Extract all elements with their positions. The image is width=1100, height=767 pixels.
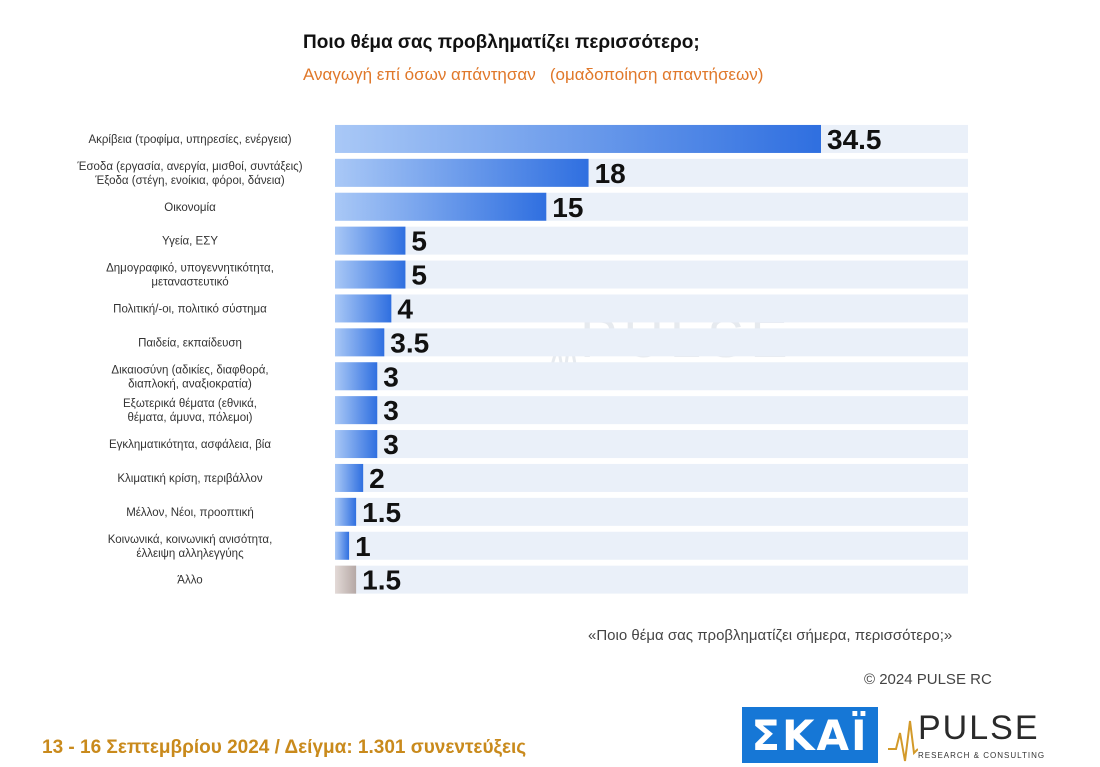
pulse-logo: PULSE RESEARCH & CONSULTING [888, 707, 1048, 765]
bar [335, 260, 406, 289]
category-label: Εξωτερικά θέματα (εθνικά, θέματα, άμυνα, … [123, 398, 257, 424]
bar-value-label: 1.5 [362, 497, 401, 528]
bar-value-label: 1 [355, 531, 371, 562]
pulse-logo-sub: RESEARCH & CONSULTING [918, 751, 1046, 760]
copyright-note: © 2024 PULSE RC [864, 671, 992, 688]
row-band [335, 430, 968, 459]
bar [335, 497, 357, 526]
category-label: Μέλλον, Νέοι, προοπτική [126, 507, 254, 519]
category-label: Ακρίβεια (τροφίμα, υπηρεσίες, ενέργεια) [88, 134, 291, 146]
bar-value-label: 15 [552, 192, 583, 223]
category-label-line: Υγεία, ΕΣΥ [162, 236, 218, 248]
pulse-logo-word: PULSE [918, 709, 1040, 747]
bar [335, 158, 589, 187]
bar-value-label: 3.5 [390, 327, 429, 358]
category-label-line: Οικονομία [164, 202, 216, 214]
category-label-line: Εγκληματικότητα, ασφάλεια, βία [109, 439, 271, 451]
row-band [335, 463, 968, 492]
bar [335, 463, 364, 492]
bar [335, 294, 392, 323]
row-band [335, 362, 968, 391]
category-label: Υγεία, ΕΣΥ [162, 236, 218, 248]
bar [335, 565, 357, 594]
pulse-wave-icon [888, 720, 918, 762]
category-label: Δικαιοσύνη (αδικίες, διαφθορά, διαπλοκή, … [111, 364, 268, 390]
bar-value-label: 34.5 [827, 124, 882, 155]
category-label-line: Κοινωνικά, κοινωνική ανισότητα, [108, 534, 273, 546]
category-label: Εγκληματικότητα, ασφάλεια, βία [109, 439, 271, 451]
category-label: Κοινωνικά, κοινωνική ανισότητα, έλλειψη α… [108, 534, 273, 560]
bar-value-label: 3 [383, 361, 399, 392]
bar [335, 328, 385, 357]
category-label: Οικονομία [164, 202, 216, 214]
bar [335, 430, 378, 459]
chart-subtitle: Αναγωγή επί όσων απάντησαν (ομαδοποίηση … [303, 65, 764, 84]
category-label-line: Μέλλον, Νέοι, προοπτική [126, 507, 254, 519]
survey-question-note: «Ποιο θέμα σας προβληματίζει σήμερα, περ… [588, 627, 953, 644]
category-label-line: Ακρίβεια (τροφίμα, υπηρεσίες, ενέργεια) [88, 134, 291, 146]
bar [335, 531, 350, 560]
category-label-line: Κλιματική κρίση, περιβάλλον [117, 473, 263, 485]
category-label-line: έλλειψη αλληλεγγύης [136, 548, 244, 560]
category-label: Κλιματική κρίση, περιβάλλον [117, 473, 263, 485]
category-label-line: Εξωτερικά θέματα (εθνικά, [123, 398, 257, 410]
bar [335, 192, 547, 221]
row-band [335, 294, 968, 323]
skai-logo: ΣΚΑΪ [742, 707, 878, 763]
category-label-line: Έσοδα (εργασία, ανεργία, μισθοί, συντάξε… [76, 161, 302, 173]
bar-value-label: 3 [383, 429, 399, 460]
category-label-line: Άλλο [177, 575, 202, 587]
category-label-line: θέματα, άμυνα, πόλεμοι) [128, 412, 253, 424]
bar [335, 396, 378, 425]
category-label: Δημογραφικό, υπογεννητικότητα, μεταναστευ… [106, 263, 274, 289]
bar-value-label: 2 [369, 463, 385, 494]
row-band [335, 226, 968, 255]
category-label-line: Δημογραφικό, υπογεννητικότητα, [106, 263, 274, 275]
category-label-line: διαπλοκή, αναξιοκρατία) [128, 378, 252, 390]
category-label-line: Παιδεία, εκπαίδευση [138, 337, 242, 349]
category-label: Άλλο [177, 575, 202, 587]
category-label-line: Πολιτική/-οι, πολιτικό σύστημα [113, 303, 267, 315]
bar-value-label: 4 [397, 293, 413, 324]
row-band [335, 565, 968, 594]
category-label-line: Έξοδα (στέγη, ενοίκια, φόροι, δάνεια) [94, 175, 285, 187]
survey-dates-sample: 13 - 16 Σεπτεμβρίου 2024 / Δείγμα: 1.301… [42, 737, 527, 758]
category-label-line: Δικαιοσύνη (αδικίες, διαφθορά, [111, 364, 268, 376]
chart-title: Ποιο θέμα σας προβληματίζει περισσότερο; [303, 32, 700, 53]
row-band [335, 328, 968, 357]
category-label: Έσοδα (εργασία, ανεργία, μισθοί, συντάξε… [76, 161, 302, 187]
bar-chart: Ακρίβεια (τροφίμα, υπηρεσίες, ενέργεια) Έ… [76, 124, 968, 596]
row-band [335, 260, 968, 289]
row-band [335, 396, 968, 425]
bar [335, 124, 821, 153]
row-band [335, 531, 968, 560]
category-label: Παιδεία, εκπαίδευση [138, 337, 242, 349]
bar-value-label: 5 [411, 260, 427, 291]
bar-value-label: 18 [595, 158, 626, 189]
bar-value-label: 1.5 [362, 565, 401, 596]
bar [335, 362, 378, 391]
bar-value-label: 3 [383, 395, 399, 426]
category-label: Πολιτική/-οι, πολιτικό σύστημα [113, 303, 267, 315]
bar [335, 226, 406, 255]
row-band [335, 497, 968, 526]
bar-value-label: 5 [411, 226, 427, 257]
category-label-line: μεταναστευτικό [151, 277, 228, 289]
